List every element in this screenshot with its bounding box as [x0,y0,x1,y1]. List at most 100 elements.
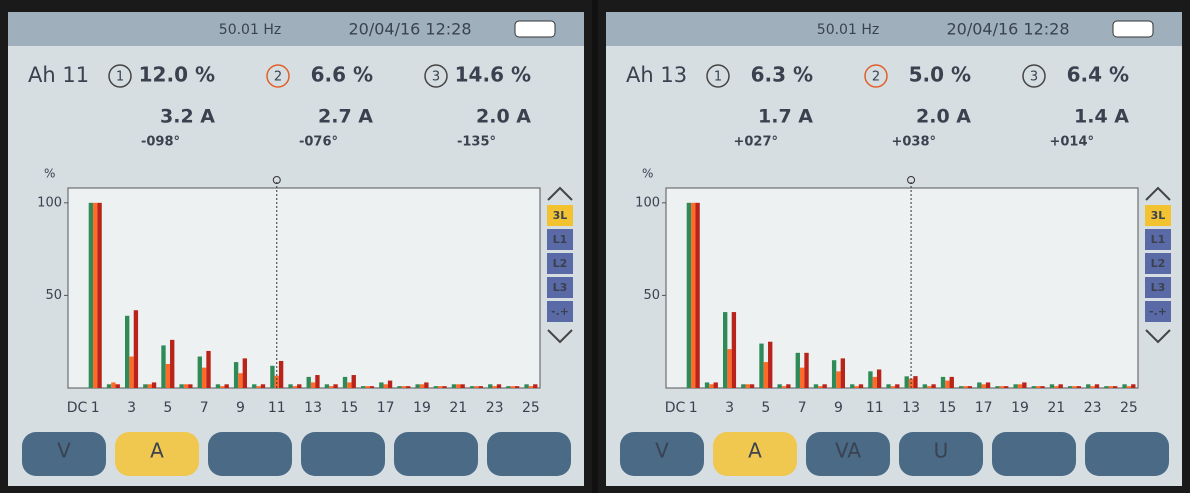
bar [206,350,211,388]
bar [1054,386,1059,388]
phase-circle [266,64,290,88]
bar [1126,386,1132,388]
side-button[interactable] [547,229,573,250]
bar [143,384,148,388]
tab-label: V [655,439,669,463]
tab[interactable] [115,432,199,476]
bar [940,376,946,388]
side-button[interactable] [547,253,573,274]
bar [704,382,710,388]
bar [945,380,950,388]
tab-label: U [934,439,949,463]
bar [310,382,316,388]
bar [904,376,909,388]
phase-angle: +027° [733,135,778,150]
tab[interactable] [22,432,106,476]
side-button-label: 3L [1151,209,1166,222]
side-button-label: -.+ [551,305,569,318]
bar [1086,384,1091,388]
bar [759,343,764,388]
battery-icon [1112,20,1154,38]
bar [406,386,411,388]
tab[interactable] [806,432,890,476]
side-button[interactable] [547,205,573,226]
bar [147,384,152,388]
bar [488,384,493,388]
bar [1004,386,1009,388]
x-tick-label: 11 [866,400,884,416]
side-button[interactable] [1145,229,1171,250]
bar [333,384,338,388]
bar [854,386,859,388]
bar [1013,384,1018,388]
phase-number: 1 [714,70,722,85]
y-tick-label: 100 [37,195,62,210]
bar [347,382,352,388]
side-button[interactable] [1145,277,1171,298]
tab[interactable] [208,432,292,476]
side-button[interactable] [1145,301,1171,322]
y-axis-label: % [642,167,653,181]
bar [442,386,447,388]
tab[interactable] [713,432,797,476]
bar [886,384,891,388]
tab[interactable] [301,432,385,476]
bar [763,362,769,388]
side-button-label: 3L [553,209,568,222]
scroll-up [1145,186,1171,201]
x-tick-label: 21 [1047,400,1065,416]
tab[interactable] [620,432,704,476]
bar [179,384,184,388]
phase-number: 2 [872,70,880,85]
side-button-label: -.+ [1149,305,1167,318]
bar [1122,384,1127,388]
y-axis-label: % [44,167,55,181]
side-button[interactable] [1145,253,1171,274]
phase-circle [1022,64,1046,88]
current-value: 3.2 A [160,106,215,128]
side-button[interactable] [547,277,573,298]
scroll-up [547,186,573,201]
bar [1040,386,1045,388]
tab[interactable] [899,432,983,476]
tab[interactable] [992,432,1076,476]
bar [745,384,750,388]
bar [278,360,284,388]
bar [1031,386,1036,388]
tab[interactable] [394,432,478,476]
bar [868,371,873,388]
bar [469,386,475,388]
plot-area [67,187,541,389]
bar [88,202,94,388]
bar [840,358,845,388]
x-tick-label: 19 [413,400,431,416]
bar [1067,386,1073,388]
bar [365,386,370,388]
bar [437,386,443,388]
bar [197,356,202,388]
bar [995,386,1000,388]
tab[interactable] [487,432,571,476]
bar [1017,384,1023,388]
bar [474,386,479,388]
percent-value: 6.3 % [751,63,813,87]
cursor-handle [272,176,281,184]
bar [419,384,425,388]
side-button[interactable] [1145,205,1171,226]
side-button[interactable] [547,301,573,322]
bar [876,369,882,388]
current-value: 1.4 A [1074,106,1129,128]
harmonic-label: Ah 13 [626,63,687,87]
y-tick-label: 50 [45,288,62,303]
bar [151,382,157,388]
bar [1076,386,1081,388]
bar [456,384,461,388]
current-value: 2.0 A [916,106,971,128]
tab[interactable] [1085,432,1169,476]
bar [297,384,302,388]
x-tick-label: 3 [127,400,136,416]
datetime: 20/04/16 12:28 [348,20,471,39]
bar [170,339,175,388]
phase-number: 2 [274,70,282,85]
x-tick-label: 19 [1011,400,1029,416]
